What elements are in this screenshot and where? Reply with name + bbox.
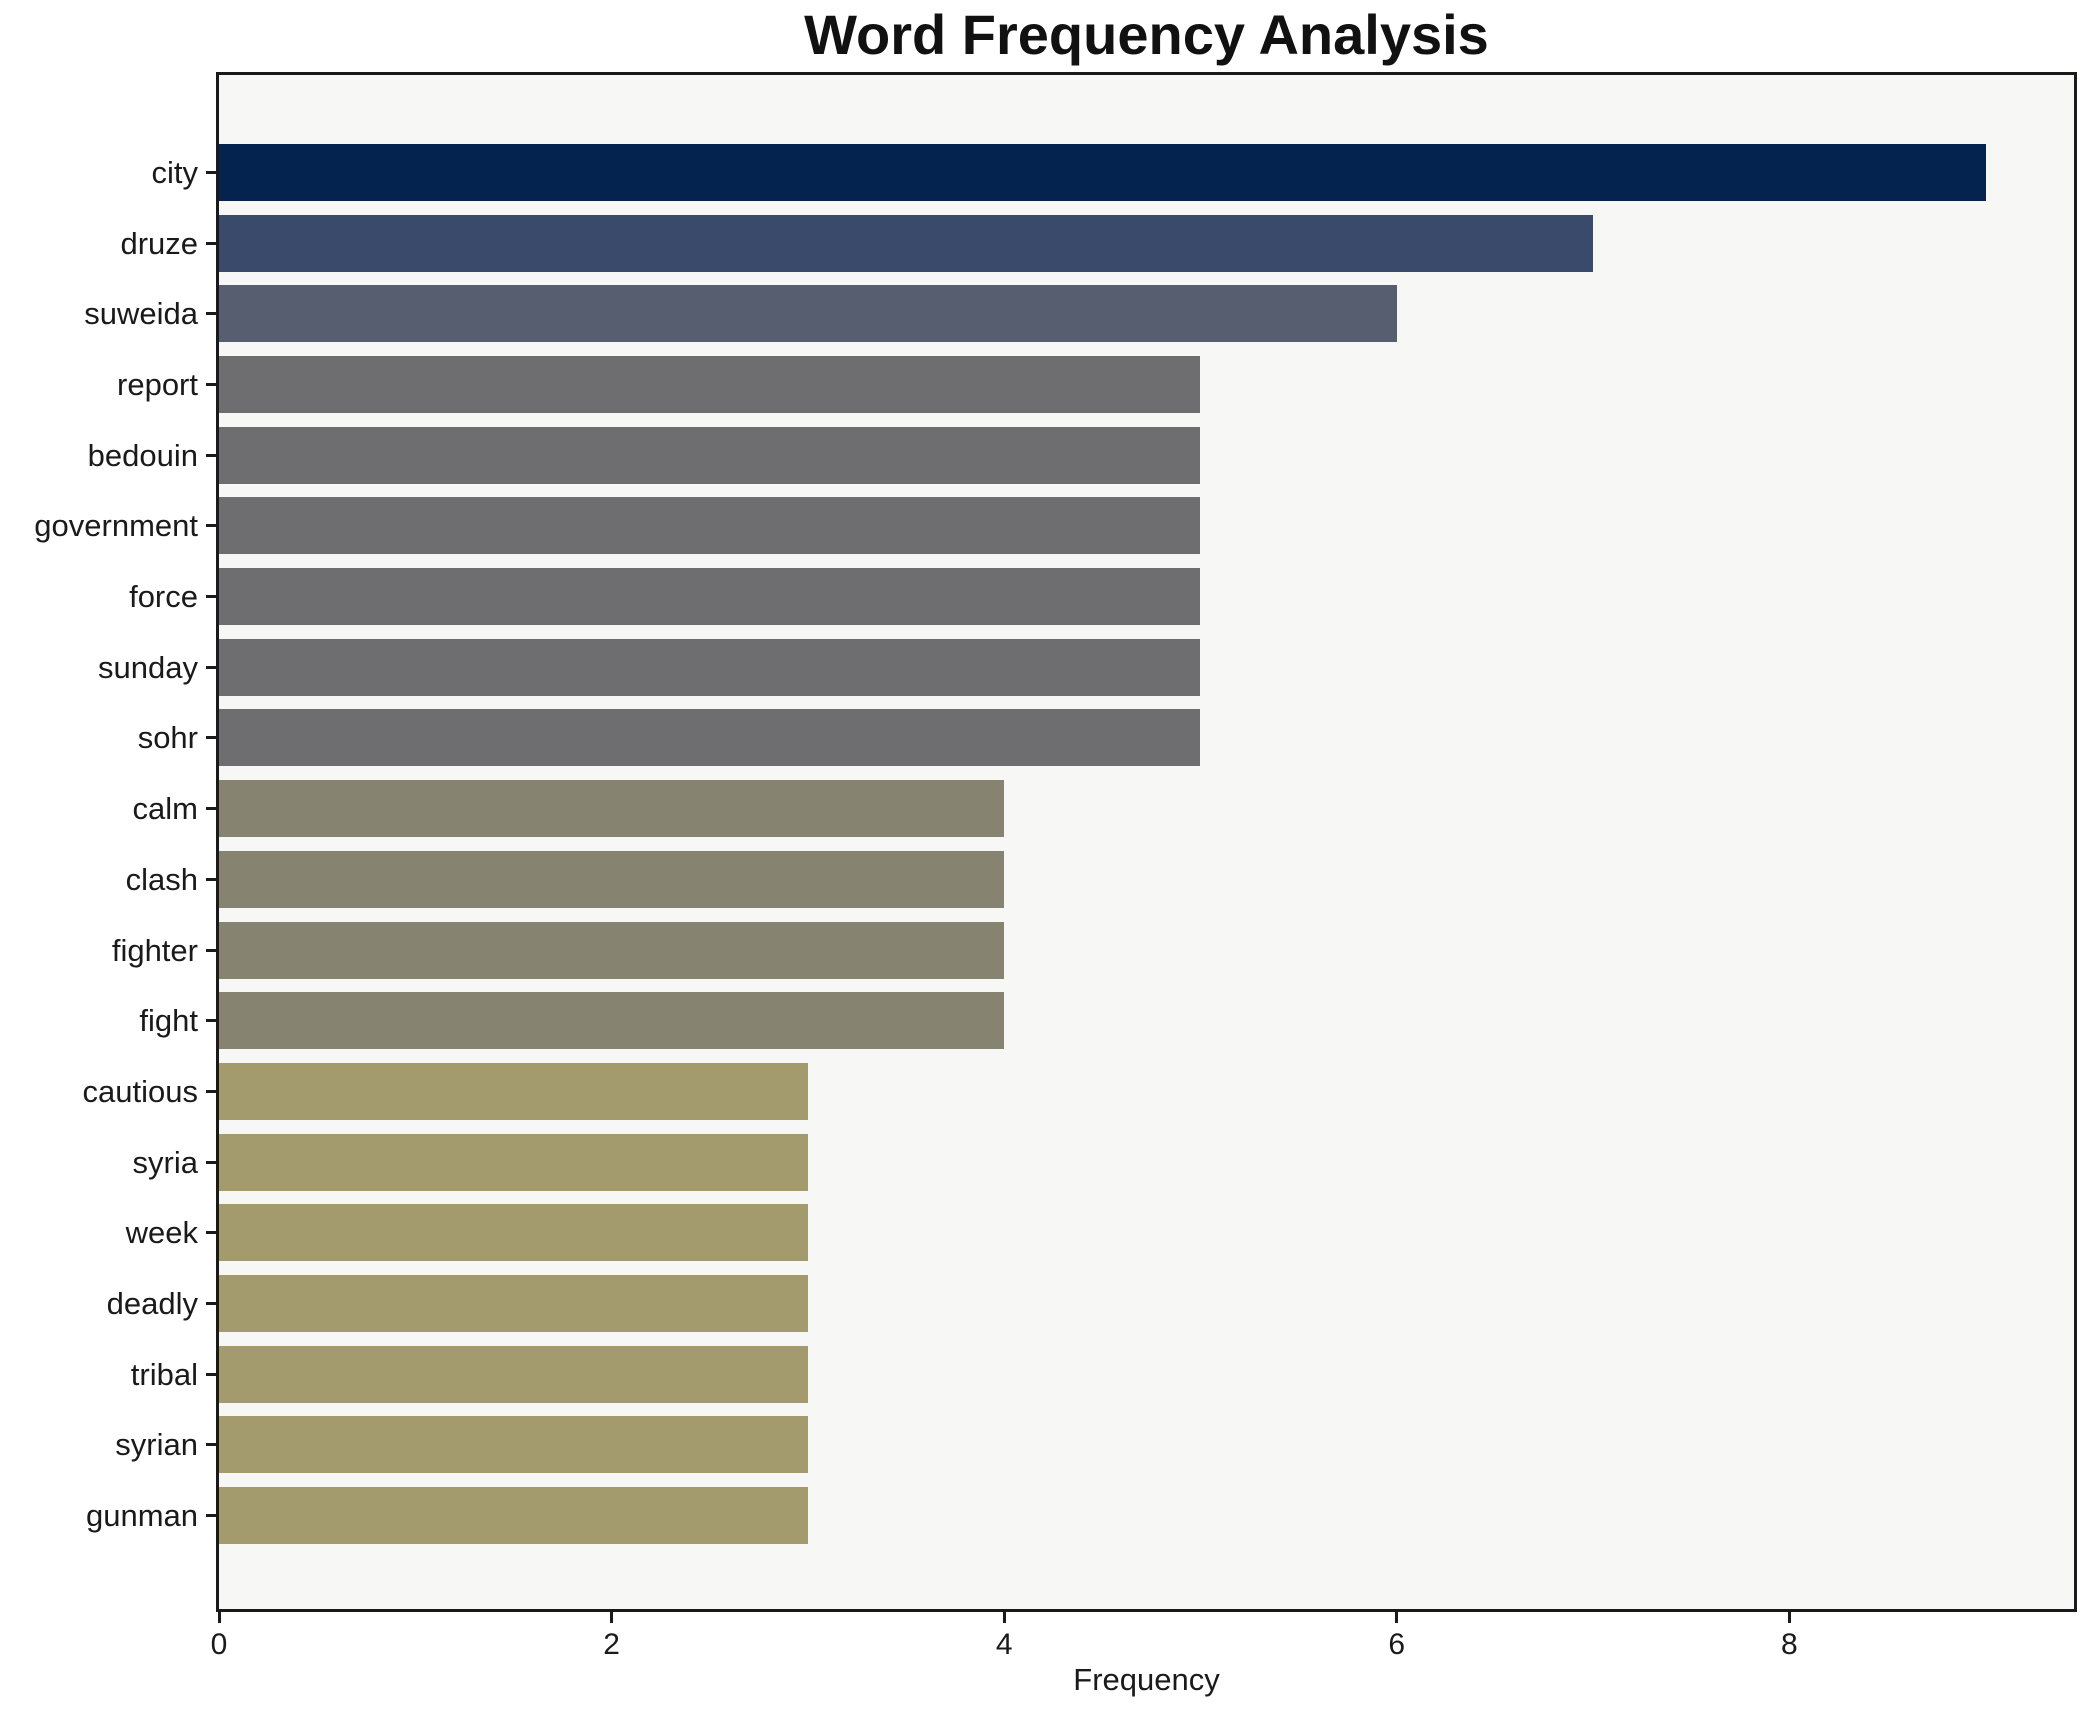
y-tick-mark [206, 524, 216, 528]
bar-week [219, 1204, 808, 1262]
bar-bedouin [219, 426, 1201, 484]
y-tick-mark [206, 807, 216, 811]
y-tick-label-sohr: sohr [137, 720, 198, 756]
y-tick-label-clash: clash [125, 861, 198, 897]
y-tick-mark [206, 1372, 216, 1376]
bar-syria [219, 1133, 808, 1191]
bar-deadly [219, 1275, 808, 1332]
x-tick-mark [1787, 1612, 1791, 1623]
y-axis: city druze suweida report bedouin government f… [0, 72, 216, 1612]
y-tick-label-calm: calm [132, 791, 198, 827]
bar-city [219, 143, 1986, 201]
x-tick-mark [1395, 1612, 1399, 1623]
y-tick-mark [206, 241, 216, 245]
x-axis-title: Frequency [1073, 1662, 1220, 1697]
y-tick-mark [206, 312, 216, 316]
bar-syrian [219, 1416, 808, 1474]
x-tick-mark [217, 1612, 221, 1623]
bar-sohr [219, 709, 1201, 767]
y-tick-label-tribal: tribal [130, 1356, 198, 1392]
y-tick-label-government: government [34, 508, 198, 544]
x-axis: 0 2 4 6 8 [211, 1612, 2077, 1672]
x-tick-label-4: 4 [995, 1628, 1013, 1661]
y-tick-label-gunman: gunman [85, 1498, 198, 1534]
y-tick-label-report: report [117, 366, 198, 402]
bar-fighter [219, 921, 1005, 979]
y-tick-mark [206, 948, 216, 952]
y-tick-label-city: city [151, 154, 199, 190]
bar-cautious [219, 1062, 808, 1120]
y-tick-label-fighter: fighter [111, 932, 198, 968]
y-tick-mark [206, 1514, 216, 1518]
x-tick-label-0: 0 [210, 1628, 228, 1661]
bar-suweida [219, 285, 1397, 343]
y-tick-mark [206, 1019, 216, 1023]
chart-title: Word Frequency Analysis [804, 3, 1489, 66]
bar-calm [219, 780, 1005, 838]
y-tick-label-fight: fight [139, 1003, 198, 1039]
x-tick-label-2: 2 [603, 1628, 620, 1661]
y-tick-label-deadly: deadly [106, 1286, 198, 1321]
y-tick-mark [206, 1302, 216, 1305]
y-tick-mark [206, 1160, 216, 1164]
y-tick-label-druze: druze [120, 225, 198, 261]
bar-sunday [219, 638, 1201, 696]
y-tick-mark [206, 1231, 216, 1235]
y-tick-label-bedouin: bedouin [87, 437, 198, 473]
x-tick-mark [610, 1612, 614, 1623]
y-tick-label-syrian: syrian [115, 1427, 198, 1463]
x-tick-label-6: 6 [1388, 1628, 1406, 1661]
y-tick-label-cautious: cautious [82, 1073, 198, 1109]
y-tick-mark [206, 453, 216, 457]
x-tick-label-8: 8 [1781, 1628, 1798, 1661]
y-tick-mark [206, 170, 216, 174]
bar-tribal [219, 1345, 808, 1403]
bar-government [219, 497, 1201, 555]
plot-area [216, 72, 2077, 1612]
y-tick-label-suweida: suweida [84, 296, 198, 332]
y-tick-mark [206, 382, 216, 386]
y-tick-label-sunday: sunday [98, 649, 198, 685]
y-tick-mark [206, 665, 216, 669]
bar-gunman [219, 1487, 808, 1545]
bar-druze [219, 214, 1594, 272]
y-tick-mark [206, 595, 216, 598]
bar-force [219, 568, 1201, 625]
bar-report [219, 355, 1201, 413]
bar-clash [219, 850, 1005, 908]
y-tick-mark [206, 736, 216, 740]
y-tick-mark [206, 1443, 216, 1447]
y-tick-mark [206, 877, 216, 881]
y-tick-label-force: force [129, 579, 198, 614]
y-tick-mark [206, 1089, 216, 1093]
y-tick-label-week: week [125, 1215, 198, 1251]
bar-fight [219, 992, 1005, 1050]
x-tick-mark [1002, 1612, 1006, 1623]
y-tick-label-syria: syria [132, 1144, 198, 1180]
